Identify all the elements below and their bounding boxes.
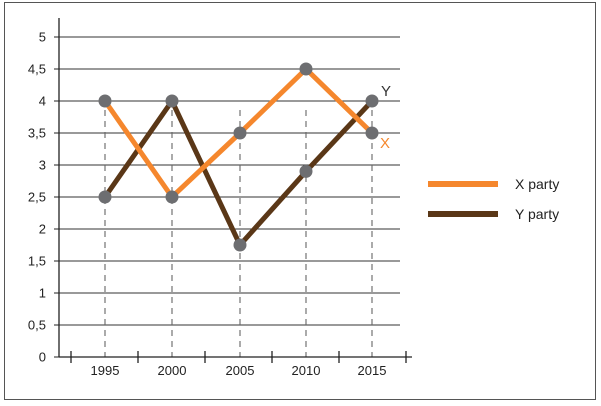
x-tick-label: 2015 — [358, 363, 387, 378]
y-tick-label: 3 — [39, 158, 46, 173]
x-tick-labels: 1995 2000 2005 2010 2015 — [91, 363, 387, 378]
data-point-y-1995 — [98, 190, 112, 204]
y-tick-label: 1 — [39, 286, 46, 301]
x-tick-label: 2010 — [292, 363, 321, 378]
end-label-y: Y — [381, 83, 391, 100]
y-tick-label: 0 — [39, 350, 46, 365]
end-label-x: X — [380, 135, 390, 152]
y-tick-label: 0,5 — [28, 318, 46, 333]
data-point-x-2005 — [233, 126, 247, 140]
data-point-x-2015 — [365, 126, 379, 140]
series-end-labels: YX — [380, 83, 391, 152]
y-tick-label: 2,5 — [28, 190, 46, 205]
data-point-x-2010 — [299, 62, 313, 76]
data-point-y-2015 — [365, 94, 379, 108]
y-tick-labels: 0 0,5 1 1,5 2 2,5 3 3,5 4 4,5 5 — [28, 30, 46, 365]
y-tick-label: 3,5 — [28, 126, 46, 141]
data-point-x-2000 — [165, 190, 179, 204]
data-points — [98, 62, 379, 252]
y-tick-label: 5 — [39, 30, 46, 45]
y-tick-label: 4,5 — [28, 62, 46, 77]
legend-label-x-party: X party — [515, 176, 559, 192]
axes — [58, 18, 412, 363]
legend-label-y-party: Y party — [515, 206, 559, 222]
series-lines — [102, 65, 374, 250]
y-tick-label: 2 — [39, 222, 46, 237]
legend: X party Y party — [428, 176, 559, 222]
series-line-y-party — [102, 96, 374, 250]
x-tick-label: 2005 — [226, 363, 255, 378]
x-tick-label: 2000 — [158, 363, 187, 378]
y-tick-label: 4 — [39, 94, 46, 109]
x-tick-label: 1995 — [91, 363, 120, 378]
data-point-y-2010 — [299, 164, 313, 178]
data-point-y-2000 — [165, 94, 179, 108]
data-point-y-2005 — [233, 238, 247, 252]
y-tick-label: 1,5 — [28, 254, 46, 269]
data-point-x-1995 — [98, 94, 112, 108]
vertical-drop-lines — [104, 110, 373, 357]
